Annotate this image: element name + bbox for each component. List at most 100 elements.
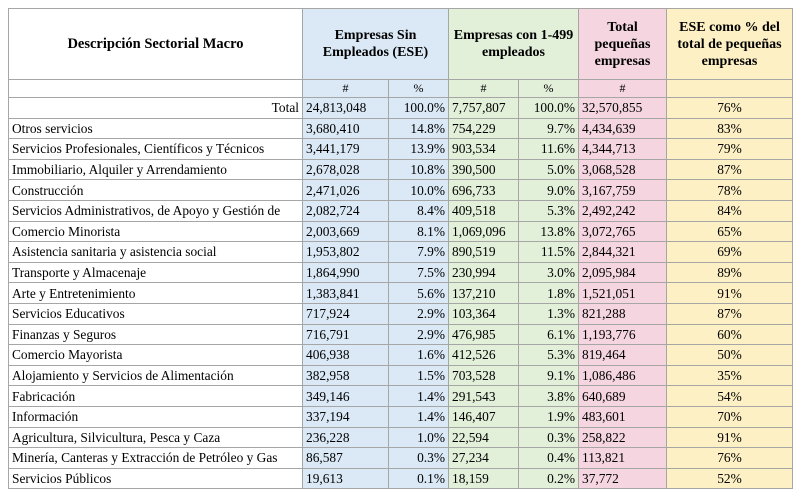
small-pct-cell[interactable]: 5.0% bbox=[518, 158, 579, 181]
sector-name-cell[interactable]: Finanzas y Seguros bbox=[8, 323, 303, 346]
total-count-cell[interactable]: 4,434,639 bbox=[578, 117, 667, 140]
total-small-pct[interactable]: 100.0% bbox=[518, 97, 579, 119]
subheader-ese-count[interactable]: # bbox=[302, 79, 389, 98]
sector-name-cell[interactable]: Otros servicios bbox=[8, 117, 303, 140]
small-count-cell[interactable]: 412,526 bbox=[448, 344, 519, 366]
total-count-cell[interactable]: 1,193,776 bbox=[578, 323, 667, 346]
ese-count-cell[interactable]: 1,953,802 bbox=[302, 241, 389, 263]
small-pct-cell[interactable]: 1.3% bbox=[518, 302, 579, 325]
sector-name-cell[interactable]: Asistencia sanitaria y asistencia social bbox=[8, 241, 303, 263]
sector-name-cell[interactable]: Immobiliario, Alquiler y Arrendamiento bbox=[8, 158, 303, 181]
small-count-cell[interactable]: 1,069,096 bbox=[448, 220, 519, 243]
sector-name-cell[interactable]: Minería, Canteras y Extracción de Petról… bbox=[8, 447, 303, 469]
ese-count-cell[interactable]: 1,864,990 bbox=[302, 261, 389, 284]
subheader-total-count[interactable]: # bbox=[578, 79, 667, 98]
total-count-cell[interactable]: 3,072,765 bbox=[578, 220, 667, 243]
small-count-cell[interactable]: 18,159 bbox=[448, 467, 519, 490]
small-pct-cell[interactable]: 9.1% bbox=[518, 364, 579, 387]
subheader-small-pct[interactable]: % bbox=[518, 79, 579, 98]
ese-count-cell[interactable]: 19,613 bbox=[302, 467, 389, 490]
ese-ratio-cell[interactable]: 91% bbox=[666, 426, 793, 449]
small-count-cell[interactable]: 137,210 bbox=[448, 282, 519, 304]
small-count-cell[interactable]: 890,519 bbox=[448, 241, 519, 263]
header-small-businesses[interactable]: Empresas con 1-499 empleados bbox=[448, 8, 579, 80]
ese-ratio-cell[interactable]: 79% bbox=[666, 138, 793, 160]
sector-name-cell[interactable]: Servicios Educativos bbox=[8, 302, 303, 325]
total-ratio[interactable]: 76% bbox=[666, 97, 793, 119]
ese-ratio-cell[interactable]: 60% bbox=[666, 323, 793, 346]
ese-pct-cell[interactable]: 5.6% bbox=[388, 282, 449, 304]
ese-pct-cell[interactable]: 2.9% bbox=[388, 302, 449, 325]
total-count-cell[interactable]: 4,344,713 bbox=[578, 138, 667, 160]
small-pct-cell[interactable]: 11.5% bbox=[518, 241, 579, 263]
small-pct-cell[interactable]: 11.6% bbox=[518, 138, 579, 160]
total-total-count[interactable]: 32,570,855 bbox=[578, 97, 667, 119]
total-label[interactable]: Total bbox=[8, 97, 303, 119]
ese-count-cell[interactable]: 236,228 bbox=[302, 426, 389, 449]
ese-pct-cell[interactable]: 0.1% bbox=[388, 467, 449, 490]
small-count-cell[interactable]: 390,500 bbox=[448, 158, 519, 181]
total-count-cell[interactable]: 2,492,242 bbox=[578, 199, 667, 222]
subheader-ese-pct[interactable]: % bbox=[388, 79, 449, 98]
ese-ratio-cell[interactable]: 52% bbox=[666, 467, 793, 490]
ese-pct-cell[interactable]: 2.9% bbox=[388, 323, 449, 346]
ese-count-cell[interactable]: 3,441,179 bbox=[302, 138, 389, 160]
ese-count-cell[interactable]: 2,082,724 bbox=[302, 199, 389, 222]
header-description[interactable]: Descripción Sectorial Macro bbox=[8, 8, 303, 80]
small-pct-cell[interactable]: 1.9% bbox=[518, 405, 579, 428]
sector-name-cell[interactable]: Agricultura, Silvicultura, Pesca y Caza bbox=[8, 426, 303, 449]
total-count-cell[interactable]: 640,689 bbox=[578, 385, 667, 407]
small-count-cell[interactable]: 754,229 bbox=[448, 117, 519, 140]
header-ese-ratio[interactable]: ESE como % del total de pequeñas empresa… bbox=[666, 8, 793, 80]
ese-ratio-cell[interactable]: 35% bbox=[666, 364, 793, 387]
ese-ratio-cell[interactable]: 89% bbox=[666, 261, 793, 284]
ese-count-cell[interactable]: 2,003,669 bbox=[302, 220, 389, 243]
total-count-cell[interactable]: 3,167,759 bbox=[578, 179, 667, 201]
sector-name-cell[interactable]: Construcción bbox=[8, 179, 303, 201]
ese-ratio-cell[interactable]: 69% bbox=[666, 241, 793, 263]
small-count-cell[interactable]: 146,407 bbox=[448, 405, 519, 428]
total-count-cell[interactable]: 821,288 bbox=[578, 302, 667, 325]
sector-name-cell[interactable]: Servicios Profesionales, Científicos y T… bbox=[8, 138, 303, 160]
ese-count-cell[interactable]: 86,587 bbox=[302, 447, 389, 469]
sector-name-cell[interactable]: Información bbox=[8, 405, 303, 428]
total-count-cell[interactable]: 113,821 bbox=[578, 447, 667, 469]
total-count-cell[interactable]: 819,464 bbox=[578, 344, 667, 366]
ese-ratio-cell[interactable]: 91% bbox=[666, 282, 793, 304]
small-pct-cell[interactable]: 5.3% bbox=[518, 199, 579, 222]
ese-ratio-cell[interactable]: 87% bbox=[666, 158, 793, 181]
ese-pct-cell[interactable]: 8.1% bbox=[388, 220, 449, 243]
sector-name-cell[interactable]: Arte y Entretenimiento bbox=[8, 282, 303, 304]
ese-count-cell[interactable]: 717,924 bbox=[302, 302, 389, 325]
small-count-cell[interactable]: 903,534 bbox=[448, 138, 519, 160]
ese-ratio-cell[interactable]: 70% bbox=[666, 405, 793, 428]
sector-name-cell[interactable]: Servicios Públicos bbox=[8, 467, 303, 490]
small-pct-cell[interactable]: 6.1% bbox=[518, 323, 579, 346]
ese-ratio-cell[interactable]: 54% bbox=[666, 385, 793, 407]
small-count-cell[interactable]: 476,985 bbox=[448, 323, 519, 346]
small-count-cell[interactable]: 703,528 bbox=[448, 364, 519, 387]
ese-pct-cell[interactable]: 1.0% bbox=[388, 426, 449, 449]
ese-ratio-cell[interactable]: 65% bbox=[666, 220, 793, 243]
subheader-small-count[interactable]: # bbox=[448, 79, 519, 98]
sector-name-cell[interactable]: Alojamiento y Servicios de Alimentación bbox=[8, 364, 303, 387]
total-count-cell[interactable]: 483,601 bbox=[578, 405, 667, 428]
header-total-small[interactable]: Total pequeñas empresas bbox=[578, 8, 667, 80]
ese-count-cell[interactable]: 3,680,410 bbox=[302, 117, 389, 140]
ese-pct-cell[interactable]: 13.9% bbox=[388, 138, 449, 160]
ese-count-cell[interactable]: 349,146 bbox=[302, 385, 389, 407]
small-pct-cell[interactable]: 0.3% bbox=[518, 426, 579, 449]
small-pct-cell[interactable]: 1.8% bbox=[518, 282, 579, 304]
total-count-cell[interactable]: 3,068,528 bbox=[578, 158, 667, 181]
total-small-count[interactable]: 7,757,807 bbox=[448, 97, 519, 119]
ese-ratio-cell[interactable]: 84% bbox=[666, 199, 793, 222]
small-count-cell[interactable]: 103,364 bbox=[448, 302, 519, 325]
ese-pct-cell[interactable]: 1.4% bbox=[388, 385, 449, 407]
ese-ratio-cell[interactable]: 78% bbox=[666, 179, 793, 201]
small-count-cell[interactable]: 409,518 bbox=[448, 199, 519, 222]
total-count-cell[interactable]: 258,822 bbox=[578, 426, 667, 449]
total-count-cell[interactable]: 37,772 bbox=[578, 467, 667, 490]
ese-count-cell[interactable]: 716,791 bbox=[302, 323, 389, 346]
sector-name-cell[interactable]: Comercio Mayorista bbox=[8, 344, 303, 366]
ese-ratio-cell[interactable]: 87% bbox=[666, 302, 793, 325]
